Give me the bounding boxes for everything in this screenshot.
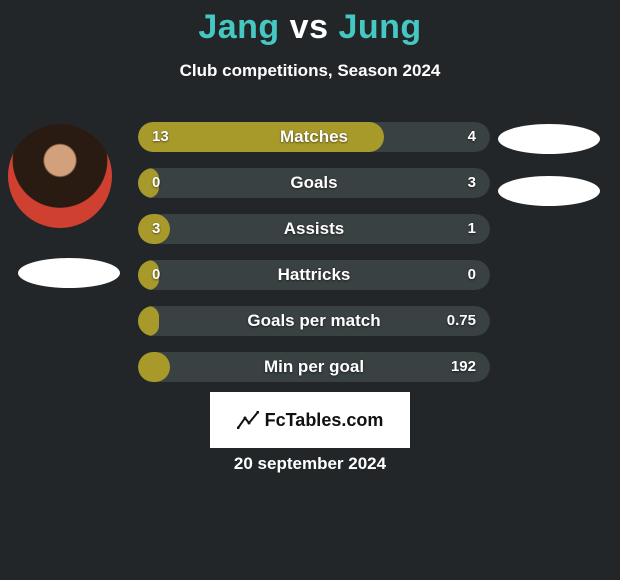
team-disc-left xyxy=(18,258,120,288)
stat-label: Goals per match xyxy=(138,306,490,336)
stat-row: Matches13 4 xyxy=(138,122,490,152)
branding-text: FcTables.com xyxy=(265,410,384,431)
stat-value-right: 4 xyxy=(468,122,476,152)
stat-row: Min per goal192 xyxy=(138,352,490,382)
stat-value-left: 3 xyxy=(152,214,160,244)
stat-row: Goals per match0.75 xyxy=(138,306,490,336)
team-disc-right-2 xyxy=(498,176,600,206)
stat-label: Min per goal xyxy=(138,352,490,382)
subtitle: Club competitions, Season 2024 xyxy=(0,61,620,81)
stat-label: Hattricks xyxy=(138,260,490,290)
stat-value-right: 1 xyxy=(468,214,476,244)
title: Jang vs Jung xyxy=(0,8,620,47)
stat-value-right: 3 xyxy=(468,168,476,198)
date: 20 september 2024 xyxy=(0,454,620,474)
chart-icon xyxy=(237,411,259,429)
title-mid: vs xyxy=(290,8,329,46)
stat-label: Goals xyxy=(138,168,490,198)
stat-bars: Matches134Goals03Assists31Hattricks00Goa… xyxy=(138,122,490,398)
player-photo-left xyxy=(8,124,112,228)
stat-value-right: 0.75 xyxy=(447,306,476,336)
stat-row: Assists3 1 xyxy=(138,214,490,244)
title-right: Jung xyxy=(338,8,421,46)
stat-label: Assists xyxy=(138,214,490,244)
stat-value-right: 192 xyxy=(451,352,476,382)
stat-row: Goals0 3 xyxy=(138,168,490,198)
branding[interactable]: FcTables.com xyxy=(210,392,410,448)
team-disc-right-1 xyxy=(498,124,600,154)
stat-value-right: 0 xyxy=(468,260,476,290)
title-left: Jang xyxy=(198,8,279,46)
stat-value-left: 13 xyxy=(152,122,169,152)
stat-row: Hattricks0 0 xyxy=(138,260,490,290)
stat-value-left: 0 xyxy=(152,168,160,198)
stat-label: Matches xyxy=(138,122,490,152)
stat-value-left: 0 xyxy=(152,260,160,290)
